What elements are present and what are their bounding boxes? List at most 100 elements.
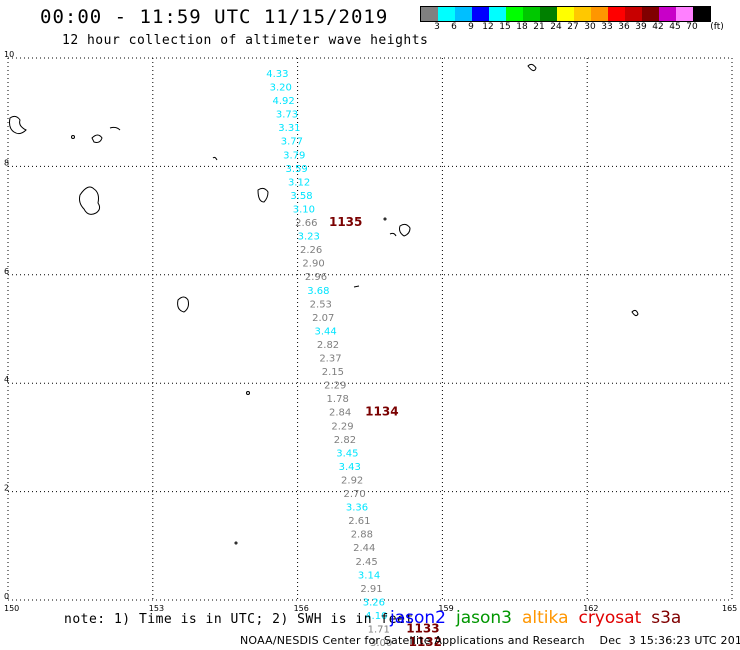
lat-tick-label: 10 (4, 50, 14, 59)
wave-height-label: 3.23 (298, 232, 320, 243)
island-outline (109, 126, 121, 131)
color-swatch (421, 7, 438, 21)
color-swatch (438, 7, 455, 21)
wave-height-label: 1.71 (368, 625, 390, 636)
color-swatch (642, 7, 659, 21)
wave-height-label: 3.77 (281, 137, 303, 148)
altimeter-track: 4.33 3.20 4.92 3.73 3.31 3.77 3.79 3.59 3.12 3.58… (266, 69, 442, 649)
color-scale-label: 15 (499, 22, 511, 32)
island-outline (383, 217, 387, 221)
footnote: note: 1) Time is in UTC; 2) SWH is in fe… (64, 612, 414, 627)
wave-height-label: 3.20 (270, 83, 292, 94)
wave-height-label: 2.53 (310, 299, 332, 310)
color-scale-label: 12 (482, 22, 494, 32)
island-outline (353, 285, 360, 288)
color-swatch (693, 7, 710, 21)
wave-height-label: 3.12 (288, 177, 310, 188)
wave-height-label: 2.66 (295, 218, 317, 229)
wave-height-label: 2.70 (343, 489, 365, 500)
wave-height-label: 2.29 (324, 381, 346, 392)
satellite-legend: jason2 jason3 altika cryosat s3a (390, 608, 691, 628)
wave-height-label: 4.92 (273, 96, 295, 107)
color-scale-bar (420, 6, 711, 22)
wave-height-label: 3.59 (286, 164, 308, 175)
lat-tick-label: 8 (4, 158, 9, 167)
map-subtitle: 12 hour collection of altimeter wave hei… (62, 33, 429, 48)
legend-entry-jason3: jason3 (456, 608, 512, 628)
wave-height-label: 2.15 (322, 367, 344, 378)
wave-height-label: 3.79 (283, 150, 305, 161)
wave-height-label: 2.96 (305, 272, 327, 283)
wave-height-label: 2.84 (329, 408, 351, 419)
island-outline (9, 115, 27, 135)
wave-height-label: 4.10 (365, 611, 387, 622)
pass-number-label: 1134 (365, 405, 398, 419)
color-scale-label: 3 (434, 22, 440, 32)
wave-height-label: 3.31 (278, 123, 300, 134)
wave-height-label: 2.44 (353, 543, 375, 554)
island-outline (389, 232, 397, 237)
wave-height-label: 2.82 (334, 435, 356, 446)
island-outline (79, 186, 101, 215)
wave-height-label: 3.43 (339, 462, 361, 473)
axis-ticks: 150 153 156 159 162 165 0 2 4 6 8 10 (4, 50, 737, 613)
map-title: 00:00 - 11:59 UTC 11/15/2019 (40, 6, 389, 28)
color-swatch (625, 7, 642, 21)
island-outline (177, 296, 189, 313)
pass-number-label: 1132 (409, 635, 442, 649)
wave-height-label: 3.44 (314, 326, 336, 337)
color-swatch (523, 7, 540, 21)
wave-height-label: 4.33 (266, 69, 288, 80)
wave-height-label: 2.90 (302, 259, 324, 270)
color-swatch (557, 7, 574, 21)
island-outline (631, 309, 639, 317)
wave-height-label: 3.14 (358, 570, 380, 581)
pass-number-label: 1133 (406, 622, 439, 636)
color-scale-label: 42 (652, 22, 664, 32)
wave-height-label: 2.92 (341, 475, 363, 486)
color-swatch (540, 7, 557, 21)
color-swatch (455, 7, 472, 21)
color-scale-label: 21 (533, 22, 545, 32)
wave-height-label: 2.91 (360, 584, 382, 595)
wave-height-label: 2.29 (331, 421, 353, 432)
color-scale-label: 24 (550, 22, 562, 32)
color-swatch (574, 7, 591, 21)
wave-height-label: 2.61 (348, 516, 370, 527)
color-scale-label: 70 (686, 22, 698, 32)
wave-height-label: 2.45 (356, 557, 378, 568)
legend-entry-cryosat: cryosat (578, 608, 642, 628)
island-outline (527, 63, 537, 72)
wave-height-label: 2.88 (351, 530, 373, 541)
lat-lon-grid (7, 57, 733, 601)
lat-tick-label: 4 (4, 375, 9, 384)
island-outline (257, 187, 269, 203)
color-scale-label: 6 (451, 22, 457, 32)
wave-height-label: 1.78 (327, 394, 349, 405)
wave-height-label: 3.00 (370, 638, 392, 649)
wave-height-label: 3.36 (346, 503, 368, 514)
wave-height-label: 2.26 (300, 245, 322, 256)
color-scale-label: 9 (468, 22, 474, 32)
color-swatch (676, 7, 693, 21)
color-swatch (472, 7, 489, 21)
wave-height-label: 2.37 (319, 354, 341, 365)
color-scale-label: 27 (567, 22, 579, 32)
wave-height-label: 3.58 (290, 191, 312, 202)
wave-height-label: 3.45 (336, 448, 358, 459)
credit-line: NOAA/NESDIS Center for Satellite Applica… (240, 634, 740, 647)
color-swatch (608, 7, 625, 21)
legend-entry-jason2: jason2 (390, 608, 446, 628)
color-swatch (659, 7, 676, 21)
wave-height-label: 2.07 (312, 313, 334, 324)
color-swatch (489, 7, 506, 21)
color-swatch (506, 7, 523, 21)
island-outline (234, 541, 238, 545)
lat-tick-label: 0 (4, 592, 9, 601)
lon-tick-label: 162 (583, 604, 598, 613)
lon-tick-label: 156 (294, 604, 309, 613)
island-outline (91, 134, 103, 143)
color-scale-label: 36 (618, 22, 630, 32)
lat-tick-label: 2 (4, 484, 9, 493)
